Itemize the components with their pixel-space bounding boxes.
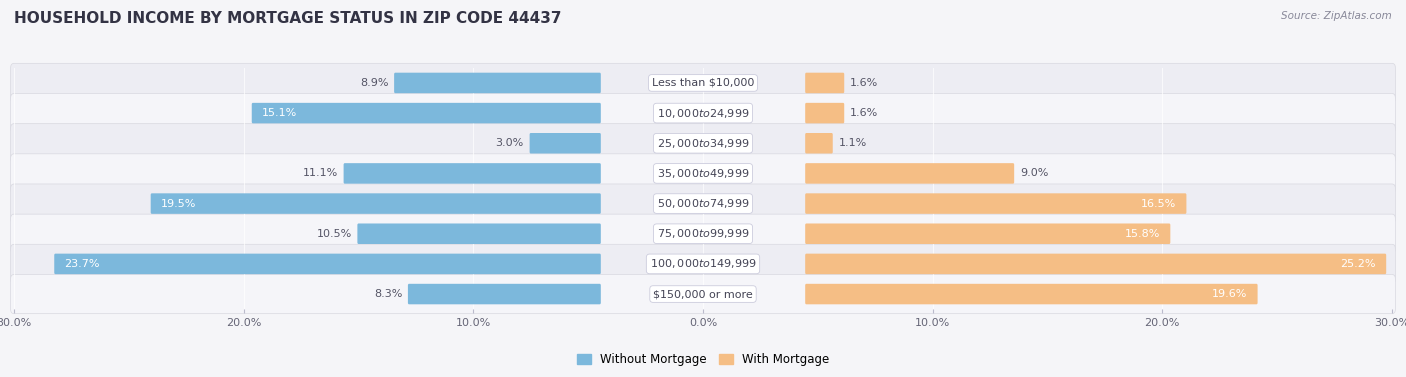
Text: 1.1%: 1.1% bbox=[838, 138, 866, 148]
FancyBboxPatch shape bbox=[408, 284, 600, 304]
Text: 19.6%: 19.6% bbox=[1212, 289, 1247, 299]
FancyBboxPatch shape bbox=[11, 184, 1395, 223]
FancyBboxPatch shape bbox=[252, 103, 600, 123]
FancyBboxPatch shape bbox=[11, 214, 1395, 253]
Text: $50,000 to $74,999: $50,000 to $74,999 bbox=[657, 197, 749, 210]
FancyBboxPatch shape bbox=[530, 133, 600, 153]
FancyBboxPatch shape bbox=[150, 193, 600, 214]
Text: $10,000 to $24,999: $10,000 to $24,999 bbox=[657, 107, 749, 120]
Text: 8.3%: 8.3% bbox=[374, 289, 402, 299]
FancyBboxPatch shape bbox=[11, 63, 1395, 103]
Text: Source: ZipAtlas.com: Source: ZipAtlas.com bbox=[1281, 11, 1392, 21]
FancyBboxPatch shape bbox=[11, 274, 1395, 314]
FancyBboxPatch shape bbox=[806, 254, 1386, 274]
FancyBboxPatch shape bbox=[343, 163, 600, 184]
Text: $25,000 to $34,999: $25,000 to $34,999 bbox=[657, 137, 749, 150]
Text: 11.1%: 11.1% bbox=[302, 169, 337, 178]
FancyBboxPatch shape bbox=[11, 124, 1395, 163]
Text: 25.2%: 25.2% bbox=[1340, 259, 1376, 269]
FancyBboxPatch shape bbox=[11, 244, 1395, 284]
FancyBboxPatch shape bbox=[55, 254, 600, 274]
Text: 8.9%: 8.9% bbox=[360, 78, 388, 88]
Text: 23.7%: 23.7% bbox=[65, 259, 100, 269]
Text: $100,000 to $149,999: $100,000 to $149,999 bbox=[650, 257, 756, 270]
Text: 3.0%: 3.0% bbox=[496, 138, 524, 148]
Text: 1.6%: 1.6% bbox=[851, 108, 879, 118]
FancyBboxPatch shape bbox=[11, 154, 1395, 193]
Text: 9.0%: 9.0% bbox=[1019, 169, 1049, 178]
FancyBboxPatch shape bbox=[357, 224, 600, 244]
Text: 1.6%: 1.6% bbox=[851, 78, 879, 88]
FancyBboxPatch shape bbox=[11, 93, 1395, 133]
Text: 15.1%: 15.1% bbox=[262, 108, 297, 118]
Text: $150,000 or more: $150,000 or more bbox=[654, 289, 752, 299]
Text: 15.8%: 15.8% bbox=[1125, 229, 1160, 239]
FancyBboxPatch shape bbox=[806, 284, 1257, 304]
Text: $35,000 to $49,999: $35,000 to $49,999 bbox=[657, 167, 749, 180]
FancyBboxPatch shape bbox=[394, 73, 600, 93]
Text: Less than $10,000: Less than $10,000 bbox=[652, 78, 754, 88]
FancyBboxPatch shape bbox=[806, 224, 1170, 244]
Text: $75,000 to $99,999: $75,000 to $99,999 bbox=[657, 227, 749, 240]
FancyBboxPatch shape bbox=[806, 73, 844, 93]
FancyBboxPatch shape bbox=[806, 193, 1187, 214]
Text: HOUSEHOLD INCOME BY MORTGAGE STATUS IN ZIP CODE 44437: HOUSEHOLD INCOME BY MORTGAGE STATUS IN Z… bbox=[14, 11, 561, 26]
Text: 19.5%: 19.5% bbox=[162, 199, 197, 208]
Text: 16.5%: 16.5% bbox=[1140, 199, 1175, 208]
Legend: Without Mortgage, With Mortgage: Without Mortgage, With Mortgage bbox=[572, 348, 834, 371]
FancyBboxPatch shape bbox=[806, 133, 832, 153]
FancyBboxPatch shape bbox=[806, 103, 844, 123]
FancyBboxPatch shape bbox=[806, 163, 1014, 184]
Text: 10.5%: 10.5% bbox=[316, 229, 352, 239]
